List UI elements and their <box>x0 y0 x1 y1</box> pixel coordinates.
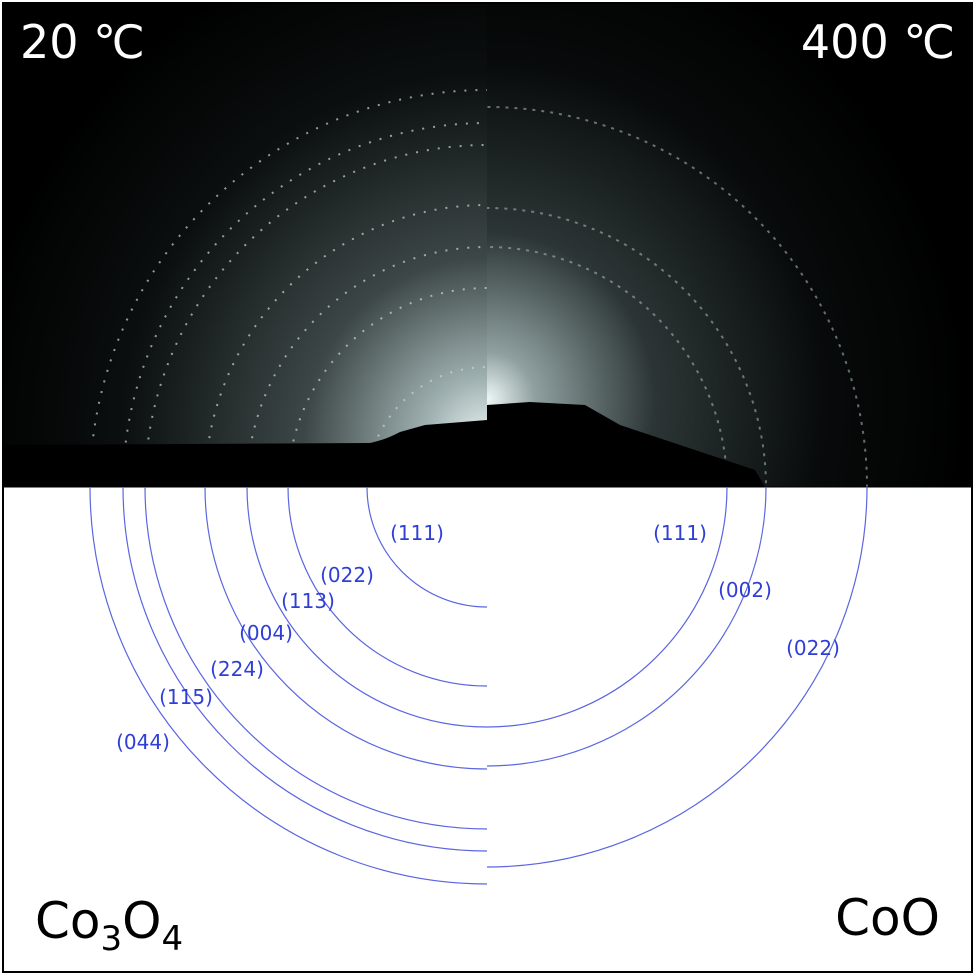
arc <box>122 486 488 852</box>
arc <box>246 486 488 728</box>
temperature-label: 20 ℃ <box>20 15 145 69</box>
ring-label: (022) <box>320 563 374 587</box>
formula-part: O <box>122 892 161 950</box>
phase-label: CoO <box>835 889 940 947</box>
ring-label: (111) <box>653 521 707 545</box>
phase-label: Co3O4 <box>35 892 183 959</box>
formula-subscript: 4 <box>162 919 184 959</box>
beam-stop-left <box>3 420 487 487</box>
ring-label: (022) <box>786 636 840 660</box>
arc <box>144 486 488 830</box>
ring-label: (111) <box>390 521 444 545</box>
ring-labels: (111) (022) (113) (004) (224) (115) (044… <box>116 521 840 754</box>
arc <box>89 486 488 885</box>
arcs <box>89 486 868 885</box>
arc <box>486 486 868 868</box>
formula-subscript: 3 <box>101 919 123 959</box>
ring-label: (113) <box>281 589 335 613</box>
arc <box>486 486 728 728</box>
arc <box>287 486 488 687</box>
beam-stop-right <box>487 402 765 487</box>
arc <box>366 486 488 608</box>
temperature-label: 400 ℃ <box>801 15 955 69</box>
ring-label: (044) <box>116 730 170 754</box>
ring-label: (002) <box>718 578 772 602</box>
ring-label: (224) <box>210 657 264 681</box>
ring-label: (115) <box>159 685 213 709</box>
arc <box>486 486 767 767</box>
ring-label: (004) <box>239 621 293 645</box>
arc <box>204 486 488 770</box>
formula-part: Co <box>35 892 101 950</box>
